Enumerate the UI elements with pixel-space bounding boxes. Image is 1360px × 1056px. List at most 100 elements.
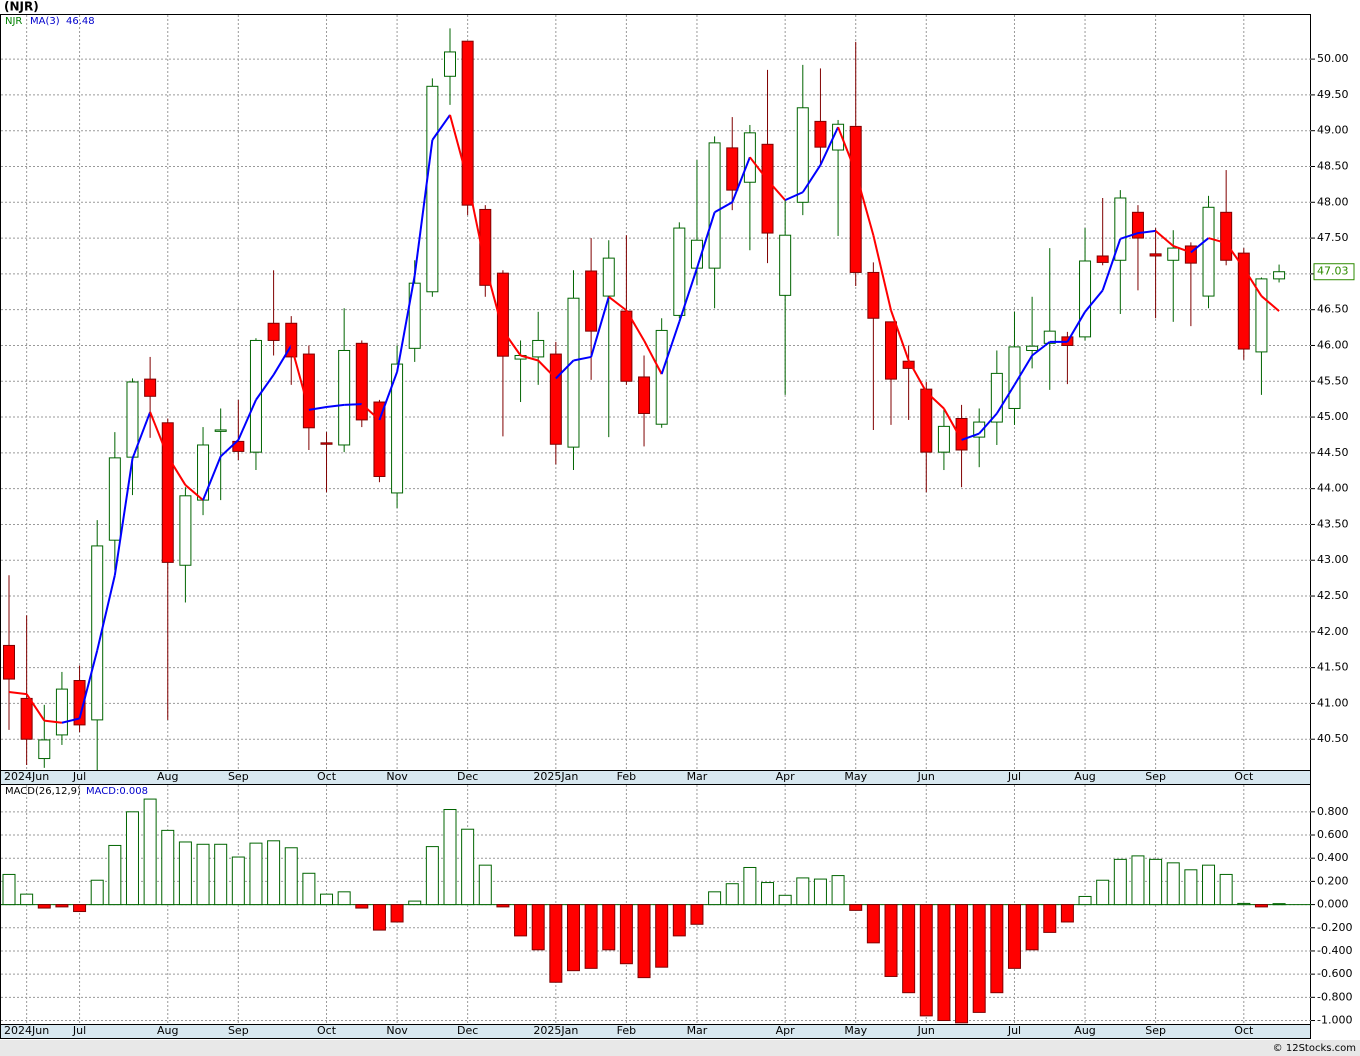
bar — [708, 891, 722, 906]
bar — [302, 872, 316, 906]
bar — [549, 904, 563, 983]
candle-body — [638, 376, 651, 414]
ma-line — [219, 439, 240, 458]
bar — [1272, 903, 1286, 906]
footer-bar — [0, 1040, 1360, 1056]
ma-line — [8, 690, 27, 696]
bar — [849, 904, 863, 911]
ma-line — [449, 114, 469, 181]
ma-line — [1013, 354, 1033, 386]
candle-body — [1114, 197, 1127, 261]
ma-line — [925, 391, 945, 410]
bar — [1254, 904, 1268, 908]
bar — [90, 879, 104, 906]
x-tick-label: Jul — [72, 1024, 86, 1037]
legend-macd: MACD(26,12,9) — [5, 786, 81, 797]
bar — [37, 904, 51, 909]
ma-line — [590, 296, 610, 358]
date-strip — [0, 1024, 1311, 1039]
y-tick-label: 0.000 — [1317, 898, 1349, 911]
ma-line — [1084, 289, 1104, 313]
y-tick-label: 48.50 — [1317, 159, 1349, 172]
candle-body — [285, 322, 298, 358]
candle-body — [161, 422, 174, 563]
bar — [690, 904, 704, 925]
candle-body — [1096, 255, 1109, 263]
x-tick-label: May — [844, 1024, 867, 1037]
ma-line — [660, 321, 681, 375]
y-tick-label: 43.50 — [1317, 517, 1349, 530]
bar — [20, 893, 34, 906]
x-tick-label: Mar — [687, 770, 708, 783]
ma-line — [44, 719, 63, 724]
candle-body — [179, 495, 192, 566]
bar — [496, 904, 510, 908]
bar — [566, 904, 580, 972]
candle-body — [1202, 206, 1215, 297]
bar — [866, 904, 880, 944]
ma-line — [1154, 230, 1174, 247]
bar — [619, 904, 633, 965]
bar — [390, 904, 404, 923]
candle-body — [461, 40, 474, 206]
x-tick-label: Sep — [228, 770, 249, 783]
bar — [73, 904, 87, 913]
x-tick-label: Sep — [1145, 1024, 1166, 1037]
bar — [902, 904, 916, 994]
ma-line — [995, 384, 1016, 415]
candle-body — [1237, 252, 1250, 350]
x-tick-label: 2024Jun — [4, 1024, 49, 1037]
x-tick-label: Dec — [457, 770, 478, 783]
x-tick-label: Jun — [917, 770, 935, 783]
ma-line — [854, 171, 875, 236]
bar — [161, 829, 175, 906]
y-tick-label: 45.00 — [1317, 410, 1349, 423]
bar — [267, 840, 281, 906]
ma-line — [272, 344, 293, 376]
ma-line — [537, 359, 557, 380]
bar — [1096, 879, 1110, 906]
candle-body — [673, 227, 686, 316]
y-tick-label: 45.50 — [1317, 374, 1349, 387]
y-tick-label: 47.50 — [1317, 231, 1349, 244]
bar — [372, 904, 386, 931]
bar — [196, 843, 210, 906]
candle-body — [585, 270, 598, 332]
x-tick-label: Dec — [457, 1024, 478, 1037]
candle-body — [990, 372, 1003, 423]
candle-body — [20, 697, 33, 740]
ma-line — [784, 191, 804, 202]
ma-line — [308, 406, 327, 411]
x-tick-label: Jul — [1007, 770, 1021, 783]
x-tick-label: Aug — [1074, 1024, 1095, 1037]
ma-line — [625, 309, 645, 341]
candle-body — [885, 321, 897, 380]
bar — [125, 811, 139, 906]
x-tick-label: Nov — [386, 770, 408, 783]
bar — [355, 904, 369, 909]
ma-line — [1066, 311, 1086, 343]
ma-line — [837, 126, 857, 173]
y-tick-label: 40.50 — [1317, 732, 1349, 745]
candle-body — [144, 378, 157, 397]
bar — [531, 904, 545, 951]
y-tick-label: -0.200 — [1317, 921, 1352, 934]
ma-line — [326, 403, 345, 409]
date-strip — [0, 770, 1311, 785]
bar — [55, 904, 69, 908]
candle-body — [479, 208, 492, 286]
candle-body — [1255, 278, 1268, 353]
legend-ma: MA(3) — [30, 16, 60, 27]
ma-line — [714, 201, 733, 214]
y-tick-label: -1.000 — [1317, 1014, 1352, 1027]
candle-body — [3, 644, 15, 680]
bar — [813, 878, 827, 906]
ma-line — [907, 360, 928, 393]
y-tick-label: 41.00 — [1317, 696, 1349, 709]
bar — [725, 883, 739, 906]
ma-line — [890, 310, 910, 361]
y-tick-label: 0.400 — [1317, 851, 1349, 864]
candle-body — [549, 353, 562, 445]
y-tick-label: 0.600 — [1317, 828, 1349, 841]
